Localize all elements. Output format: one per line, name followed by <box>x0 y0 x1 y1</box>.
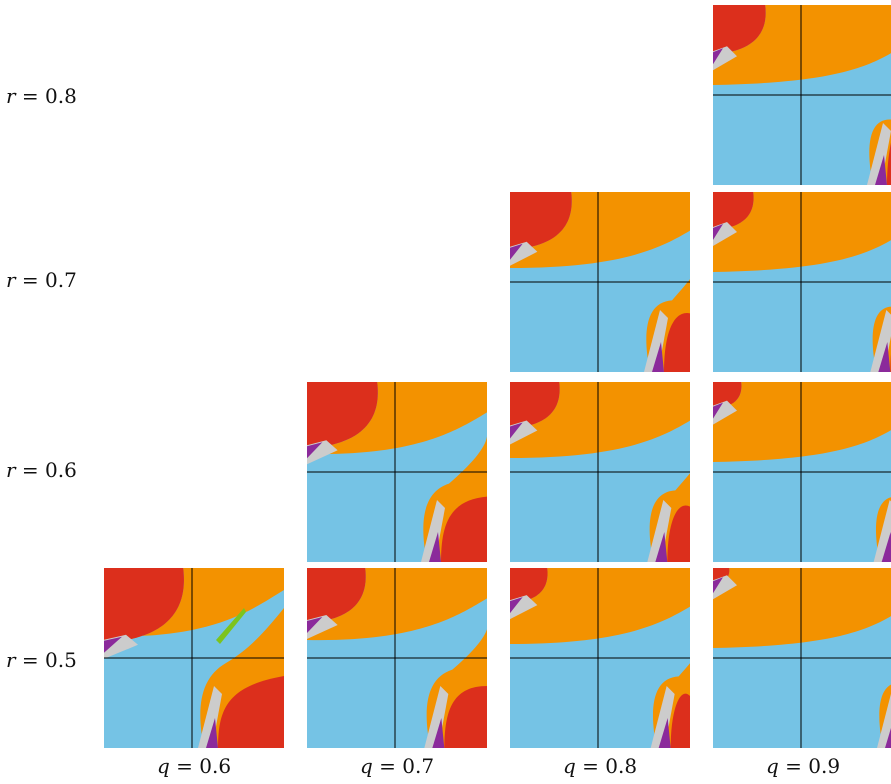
region-orange-upper <box>307 382 487 455</box>
region-red-topleft <box>713 382 742 409</box>
region-purple-left <box>713 402 723 419</box>
region-orange-upper <box>713 382 891 462</box>
panel-q0.8-r0.6 <box>510 382 690 562</box>
row-label-r-0.8: r = 0.8 <box>6 84 77 108</box>
region-red-bottomright <box>444 686 487 748</box>
region-orange-upper <box>510 382 690 458</box>
region-purple-bottom <box>658 718 671 748</box>
region-purple-left <box>713 48 723 65</box>
region-purple-bottom <box>429 532 441 562</box>
region-red-bottomright <box>664 313 690 372</box>
region-orange-upper <box>510 192 690 268</box>
panel-q0.7-r0.6 <box>307 382 487 562</box>
region-purple-bottom <box>881 532 891 562</box>
region-red-topleft <box>307 382 378 449</box>
region-purple-left <box>510 597 523 614</box>
region-purple-left <box>510 422 523 439</box>
region-purple-left <box>713 223 723 240</box>
region-gray-bottom <box>867 123 891 185</box>
region-red-bottomright <box>218 676 284 748</box>
region-red-bottomright <box>667 505 690 562</box>
region-purple-bottom <box>885 728 891 748</box>
panel-q0.9-r0.5 <box>713 568 891 748</box>
region-orange-upper <box>713 568 891 648</box>
region-red-topleft <box>510 568 548 604</box>
col-label-q-0.7: q = 0.7 <box>359 754 435 778</box>
region-purple-bottom <box>432 718 445 748</box>
panel-q0.8-r0.5 <box>510 568 690 748</box>
region-orange-upper <box>713 5 891 85</box>
region-red-topleft <box>510 382 560 429</box>
region-orange-upper <box>713 192 891 272</box>
region-purple-bottom <box>875 155 887 185</box>
col-label-q-0.8: q = 0.8 <box>562 754 638 778</box>
region-red-topleft <box>510 192 572 250</box>
region-gray-bottom <box>198 686 222 748</box>
region-red-topleft <box>713 192 754 230</box>
row-label-r-0.5: r = 0.5 <box>6 648 77 672</box>
row-label-r-0.7: r = 0.7 <box>6 268 77 292</box>
region-purple-left <box>713 577 723 594</box>
region-orange-upper <box>307 568 487 641</box>
region-purple-left <box>307 616 323 633</box>
col-label-q-0.6: q = 0.6 <box>156 754 232 778</box>
region-orange-upper <box>104 568 284 643</box>
region-purple-bottom <box>652 342 664 372</box>
row-label-r-0.6: r = 0.6 <box>6 458 77 482</box>
region-purple-left <box>104 636 122 653</box>
region-red-topleft <box>713 5 766 55</box>
panel-q0.8-r0.7 <box>510 192 690 372</box>
region-purple-bottom <box>206 718 218 748</box>
region-red-topleft <box>104 568 184 643</box>
region-red-bottomright <box>887 142 891 185</box>
region-purple-bottom <box>878 342 891 372</box>
region-purple-bottom <box>655 532 668 562</box>
region-green <box>216 608 246 644</box>
region-gray-bottom <box>424 686 449 748</box>
panel-q0.9-r0.7 <box>713 192 891 372</box>
panel-q0.9-r0.8 <box>713 5 891 185</box>
region-red-bottomright <box>441 496 487 562</box>
panel-q0.6-r0.5 <box>104 568 284 748</box>
region-gray-bottom <box>650 686 675 748</box>
region-gray-bottom <box>647 500 672 562</box>
col-label-q-0.9: q = 0.9 <box>765 754 841 778</box>
region-gray-bottom <box>421 500 445 562</box>
region-red-topleft <box>307 568 366 623</box>
region-gray-bottom <box>644 310 668 372</box>
region-gray-bottom <box>877 693 891 748</box>
region-red-bottomright <box>670 693 690 748</box>
region-orange-upper <box>510 568 690 644</box>
panel-q0.9-r0.6 <box>713 382 891 562</box>
panel-q0.7-r0.5 <box>307 568 487 748</box>
